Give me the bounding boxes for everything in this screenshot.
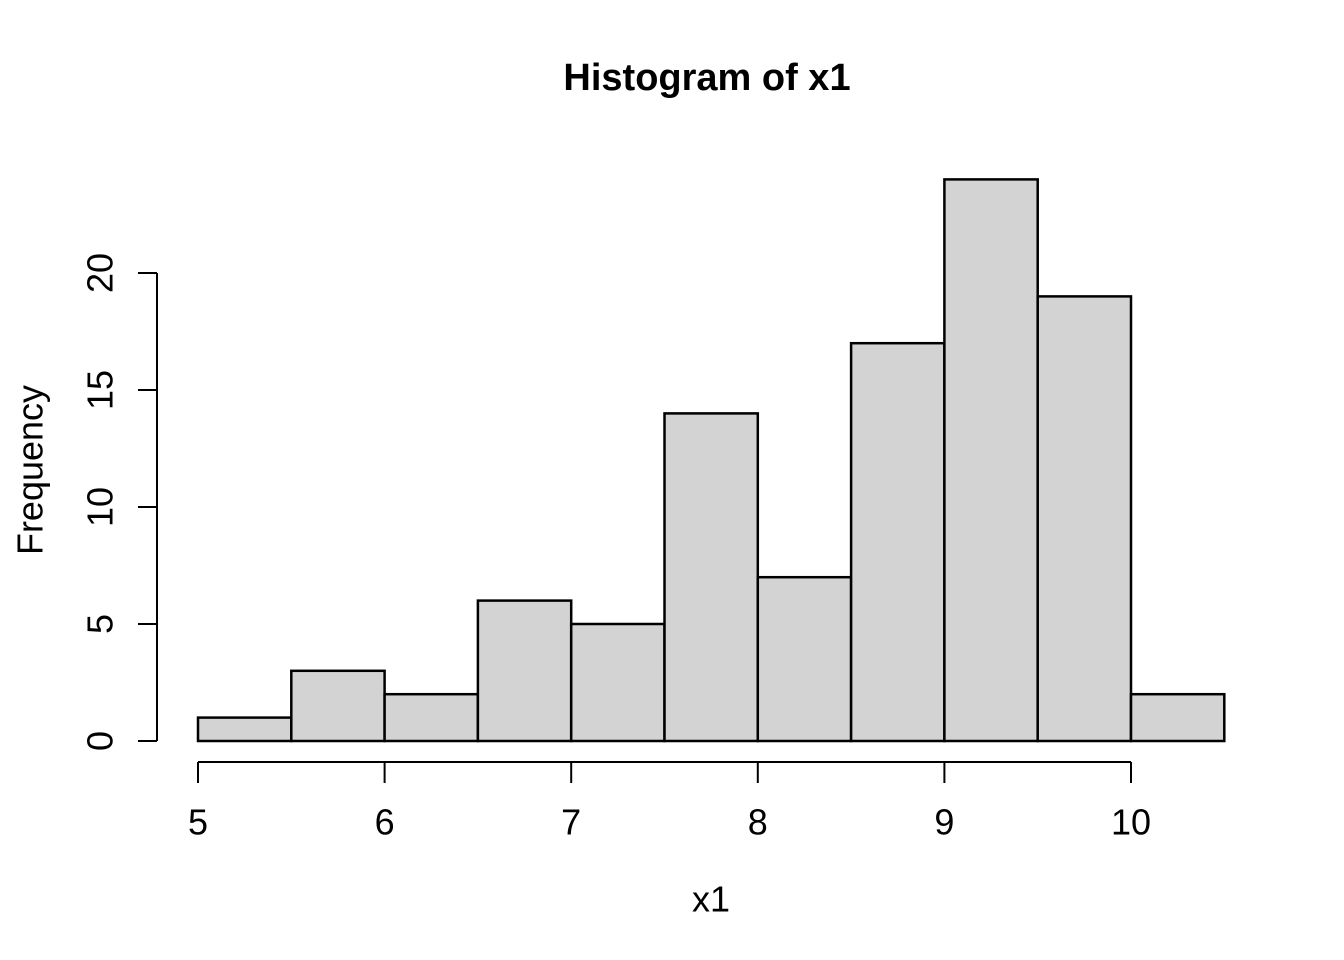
x-axis-tick-label-8: 8 xyxy=(748,802,768,843)
histogram-bar-9-9.5 xyxy=(943,178,1039,743)
histogram-bar-8-8.5 xyxy=(756,575,853,743)
y-axis-tick-label-20: 20 xyxy=(80,253,121,293)
x-axis-label: x1 xyxy=(692,879,730,920)
histogram-bar-5.5-6 xyxy=(290,669,386,743)
y-axis-tick-label-15: 15 xyxy=(80,370,121,410)
y-axis-tick-label-5: 5 xyxy=(80,614,121,634)
x-axis-tick-label-5: 5 xyxy=(188,802,208,843)
x-axis-tick-label-6: 6 xyxy=(375,802,395,843)
histogram-bar-8.5-9 xyxy=(849,341,946,743)
x-axis-tick-label-7: 7 xyxy=(561,802,581,843)
histogram-bar-6-6.5 xyxy=(383,692,480,743)
chart-title: Histogram of x1 xyxy=(563,57,850,99)
y-axis: 0 5 10 15 20 xyxy=(80,253,158,751)
histogram-bars xyxy=(196,178,1226,743)
y-axis-tick-label-10: 10 xyxy=(80,487,121,527)
histogram-bar-10-10.5 xyxy=(1129,692,1226,743)
histogram-bar-5-5.5 xyxy=(196,716,293,743)
histogram-bar-6.5-7 xyxy=(476,599,573,743)
histogram-bar-7.5-8 xyxy=(663,412,760,743)
x-axis: 5 6 7 8 9 10 xyxy=(188,761,1151,843)
x-axis-tick-label-9: 9 xyxy=(934,802,954,843)
x-axis-tick-label-10: 10 xyxy=(1111,802,1151,843)
histogram-bar-9.5-10 xyxy=(1036,295,1133,743)
y-axis-tick-label-0: 0 xyxy=(80,731,121,751)
histogram-bar-7-7.5 xyxy=(569,622,666,743)
y-axis-label: Frequency xyxy=(10,385,51,555)
